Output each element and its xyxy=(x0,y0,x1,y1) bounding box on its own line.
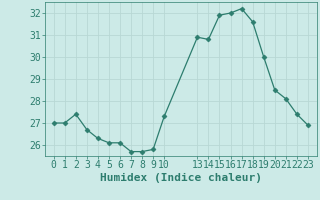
X-axis label: Humidex (Indice chaleur): Humidex (Indice chaleur) xyxy=(100,173,262,183)
